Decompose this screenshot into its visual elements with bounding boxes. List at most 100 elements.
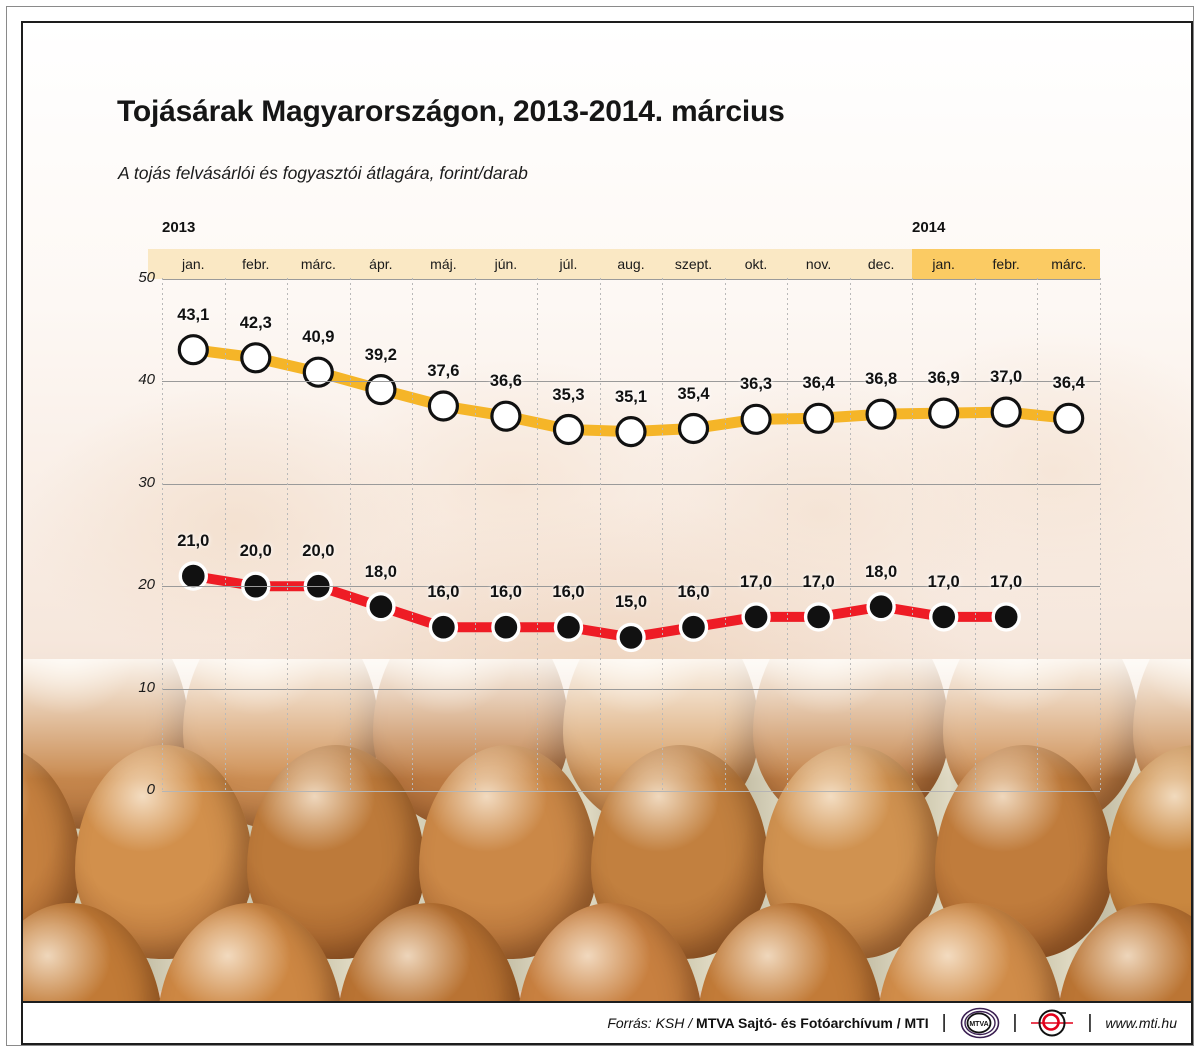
mti-logo-icon: [1031, 1009, 1074, 1037]
data-label-0-1: 42,3: [239, 313, 272, 332]
data-label-1-9: 17,0: [740, 572, 773, 591]
data-label-0-7: 35,1: [614, 387, 648, 406]
gridline-horizontal-0: [162, 791, 1100, 792]
chart-area: 2013 2014 jan. febr. márc. ápr. máj. jún. júl.…: [23, 23, 1191, 1043]
data-label-0-12: 36,9: [927, 369, 960, 388]
month-header-2013-2: márc.: [287, 249, 350, 279]
gridline-vertical-10: [787, 278, 789, 791]
data-point-0-10[interactable]: [802, 402, 835, 434]
gridline-vertical-6: [537, 278, 539, 791]
data-point-0-1[interactable]: [240, 342, 272, 374]
y-axis-tick-10: 10: [138, 678, 155, 696]
y-axis: 0 10 20 30 40 50: [119, 269, 155, 798]
month-header-2013-8: szept.: [662, 249, 725, 279]
month-header-2014-14: márc.: [1037, 249, 1100, 279]
data-point-1-3[interactable]: [366, 592, 396, 622]
data-label-0-11: 36,8: [865, 370, 898, 389]
month-header-2013-9: okt.: [724, 249, 788, 279]
data-label-0-0: 43,1: [177, 305, 210, 324]
data-point-1-6[interactable]: [553, 612, 584, 642]
gridline-vertical-15: [1100, 278, 1101, 791]
data-point-1-8[interactable]: [678, 612, 709, 642]
data-label-0-3: 39,2: [364, 345, 397, 364]
gridline-vertical-12: [912, 278, 914, 791]
data-label-1-2: 20,0: [302, 542, 335, 561]
month-header-2013-10: nov.: [787, 249, 850, 279]
month-header-pad: [148, 249, 162, 279]
data-point-0-7[interactable]: [615, 416, 647, 448]
gridline-horizontal-50: [162, 279, 1100, 280]
data-label-1-11: 18,0: [865, 562, 898, 581]
data-label-1-12: 17,0: [927, 572, 960, 591]
data-point-0-2[interactable]: [302, 356, 334, 388]
data-point-1-5[interactable]: [491, 612, 521, 642]
data-point-1-4[interactable]: [428, 612, 459, 642]
data-point-0-14[interactable]: [1053, 402, 1085, 434]
data-label-1-10: 17,0: [802, 572, 835, 591]
data-label-1-5: 16,0: [489, 583, 522, 602]
gridline-vertical-14: [1037, 278, 1039, 791]
photo-egg-carton: [23, 659, 1191, 1043]
month-header-2013-6: júl.: [537, 249, 600, 279]
gridline-horizontal-30: [162, 483, 1100, 485]
footer-separator-1: |: [941, 1012, 947, 1033]
gridline-vertical-11: [849, 278, 851, 791]
footer-separator-3: |: [1087, 1012, 1093, 1033]
data-label-1-3: 18,0: [364, 562, 397, 581]
footer-separator-2: |: [1012, 1012, 1018, 1033]
month-header-2013-4: máj.: [412, 249, 475, 279]
series-svg: [177, 334, 1085, 653]
svg-text:MTVA: MTVA: [969, 1021, 988, 1028]
data-point-0-9[interactable]: [740, 403, 772, 435]
month-header-2014-12: jan.: [912, 249, 975, 279]
background-photo-eggs: [23, 23, 1191, 1043]
photo-top-fade: [23, 659, 1191, 779]
year-label-2013: 2013: [162, 219, 196, 236]
month-header-strip: jan. febr. márc. ápr. máj. jún. júl. aug. szept.…: [148, 249, 1100, 279]
gridline-vertical-9: [724, 278, 726, 791]
data-point-0-4[interactable]: [427, 390, 459, 422]
data-point-1-9[interactable]: [741, 602, 771, 632]
data-label-0-4: 37,6: [427, 361, 460, 380]
data-point-0-11[interactable]: [865, 398, 897, 430]
outer-frame: 2013 2014 jan. febr. márc. ápr. máj. jún. júl.…: [6, 6, 1194, 1046]
page-title: Tojásárak Magyarországon, 2013-2014. már…: [117, 95, 785, 128]
data-point-0-3[interactable]: [365, 373, 397, 406]
data-point-0-12[interactable]: [928, 397, 960, 429]
month-header-2013-0: jan.: [162, 249, 225, 279]
data-label-0-2: 40,9: [302, 328, 335, 347]
data-point-0-13[interactable]: [990, 396, 1022, 428]
gridline-vertical-5: [474, 278, 476, 791]
data-point-0-0[interactable]: [177, 334, 209, 366]
data-label-0-13: 37,0: [990, 368, 1023, 387]
gridline-vertical-1: [224, 278, 226, 791]
month-header-2013-3: ápr.: [349, 249, 413, 279]
data-point-1-11[interactable]: [866, 592, 896, 622]
gridline-vertical-8: [662, 278, 664, 791]
y-axis-tick-40: 40: [138, 371, 155, 389]
year-label-2014: 2014: [912, 219, 946, 236]
data-label-1-13: 17,0: [990, 572, 1023, 591]
gridline-vertical-0: [162, 278, 163, 791]
data-label-0-5: 36,6: [489, 372, 522, 391]
gridline-horizontal-40: [162, 381, 1100, 383]
data-point-1-12[interactable]: [929, 602, 959, 632]
data-label-1-1: 20,0: [239, 542, 272, 561]
data-point-0-5[interactable]: [490, 400, 522, 432]
y-axis-tick-50: 50: [138, 269, 155, 286]
month-header-2013-5: jún.: [474, 249, 538, 279]
data-point-1-0[interactable]: [178, 561, 208, 591]
inner-frame: 2013 2014 jan. febr. márc. ápr. máj. jún. júl.…: [21, 21, 1193, 1045]
month-header-2013-11: dec.: [849, 249, 913, 279]
gridline-vertical-7: [599, 278, 601, 791]
gridline-vertical-3: [349, 278, 351, 791]
data-point-0-8[interactable]: [677, 412, 710, 445]
data-label-1-6: 16,0: [552, 583, 585, 602]
data-point-1-7[interactable]: [616, 622, 646, 653]
data-point-1-10[interactable]: [803, 602, 834, 632]
mtva-logo-icon: MTVA: [960, 1007, 999, 1039]
data-point-1-13[interactable]: [991, 602, 1021, 632]
footer-bar: Forrás: KSH / MTVA Sajtó- és Fotóarchívu…: [23, 1001, 1191, 1043]
data-label-0-6: 35,3: [552, 385, 585, 404]
data-point-0-6[interactable]: [552, 413, 585, 446]
